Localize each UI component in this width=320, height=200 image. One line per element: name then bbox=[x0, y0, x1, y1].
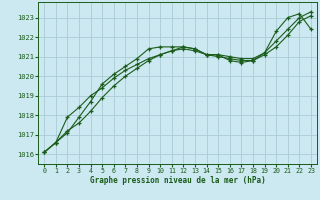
X-axis label: Graphe pression niveau de la mer (hPa): Graphe pression niveau de la mer (hPa) bbox=[90, 176, 266, 185]
